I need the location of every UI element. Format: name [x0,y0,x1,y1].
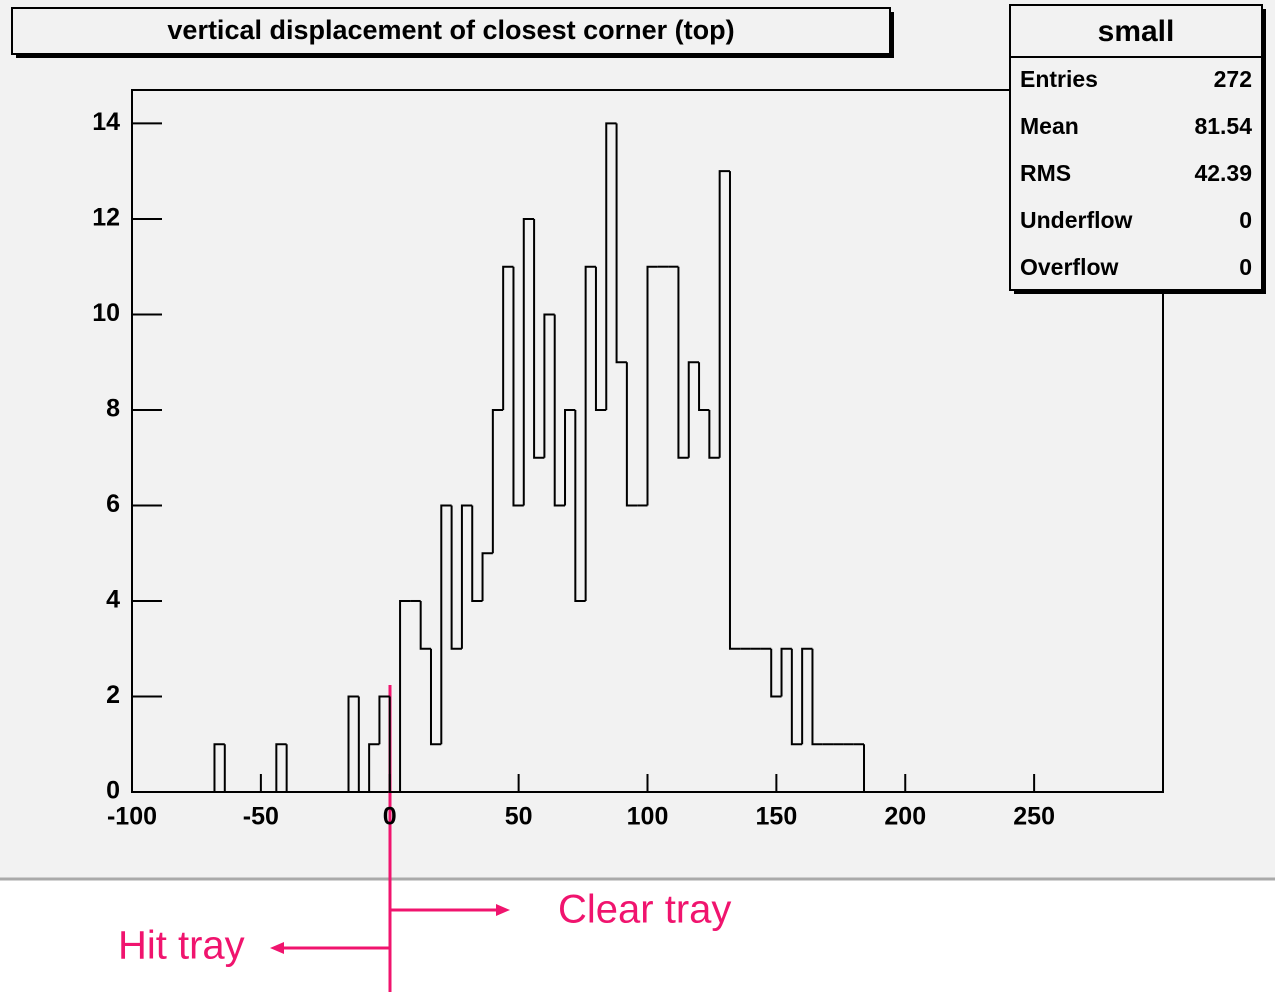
bin [646,265,658,506]
bin [399,599,411,792]
stats-label: Underflow [1020,207,1133,233]
x-tick-label: -100 [107,803,157,831]
stats-title: small [1098,15,1175,48]
bin [605,122,617,410]
y-tick-label: 6 [106,490,120,518]
bin [564,408,576,506]
stats-label: RMS [1020,160,1071,186]
bin [368,743,380,792]
x-tick-label: 50 [505,803,533,831]
bin [429,648,442,746]
y-tick-label: 8 [106,395,120,423]
bin [698,362,710,411]
bin [419,600,431,650]
bin [594,266,607,411]
y-tick-label: 14 [92,108,120,136]
bin [357,696,370,793]
bin [471,505,483,602]
bin [584,265,596,601]
bin [790,648,803,746]
y-tick-label: 2 [106,681,120,709]
bin [378,695,390,745]
x-tick-label: 150 [756,803,798,831]
x-tick-label: 100 [627,803,669,831]
bin [780,647,792,697]
x-tick-label: 200 [884,803,926,831]
stats-value: 272 [1214,66,1252,92]
stats-value: 81.54 [1194,113,1252,139]
bin [677,266,689,459]
x-tick-label: 250 [1013,803,1055,831]
bin [347,695,359,792]
bin [615,123,627,364]
stats-label: Mean [1020,113,1079,139]
arrow-head [270,942,284,954]
y-tick-label: 4 [106,586,120,614]
bin [213,743,225,792]
stats-value: 42.39 [1194,160,1252,186]
bin [522,217,535,506]
stats-label: Overflow [1020,254,1119,280]
bin [801,647,813,745]
chart-title: vertical displacement of closest corner … [167,15,734,45]
bin [811,648,823,746]
y-tick-label: 0 [106,777,120,805]
bin [728,171,741,650]
annotation: Hit tray [118,924,245,968]
bin [275,743,287,792]
bin [512,266,524,507]
bin [440,504,452,745]
title-box [11,7,891,55]
bin [625,362,638,507]
x-tick-label: -50 [243,803,279,831]
bin [533,218,545,459]
y-tick-label: 12 [92,204,120,232]
bin [481,552,493,601]
bin [223,744,236,793]
stats-value: 0 [1239,254,1252,280]
bin [553,314,566,507]
bin [574,409,586,602]
stats-label: Entries [1020,66,1098,92]
arrow-head [496,904,510,916]
annotation: Clear tray [558,888,731,932]
bin [543,313,555,458]
bin [460,504,473,649]
bin [770,648,782,698]
bin [285,744,297,793]
bin [863,744,875,793]
stats-value: 0 [1239,207,1252,233]
stats-box [1009,4,1263,291]
bin [491,408,504,554]
y-tick-label: 10 [92,299,120,327]
bin [502,265,514,410]
bin [708,409,720,459]
bin [687,361,700,458]
bin [718,170,730,458]
bin [450,505,462,650]
bin [388,696,401,793]
x-tick-label: 0 [383,803,397,831]
